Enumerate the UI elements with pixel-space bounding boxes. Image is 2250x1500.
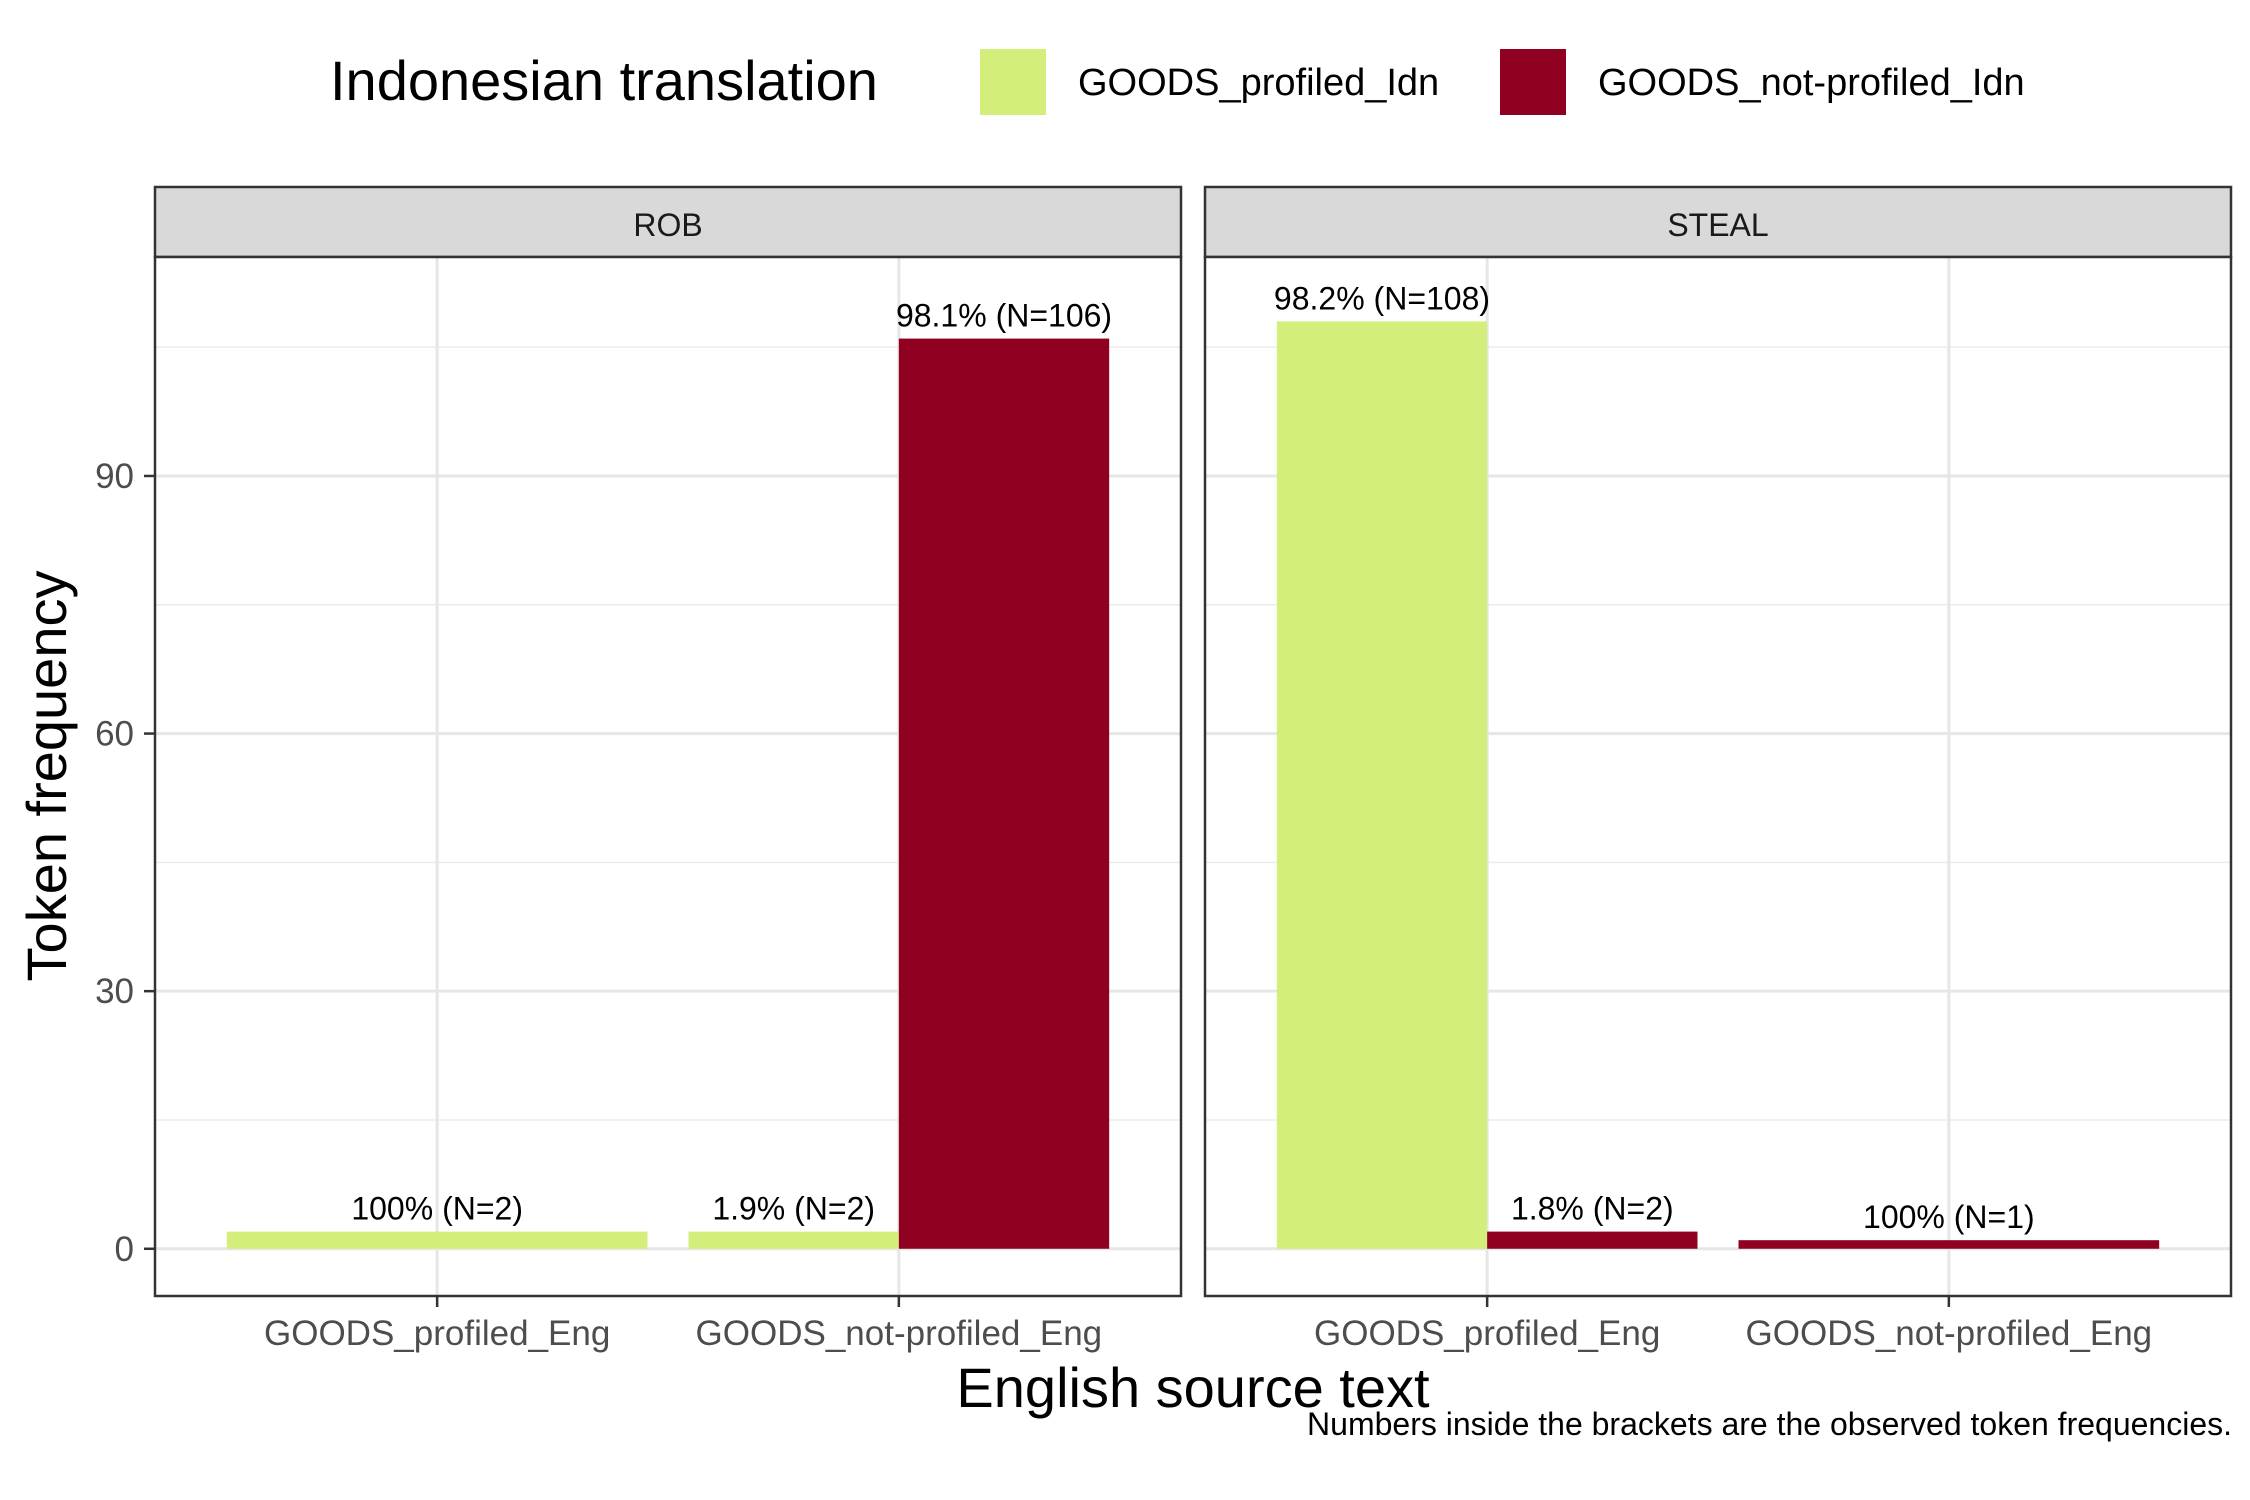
caption: Numbers inside the brackets are the obse… bbox=[1307, 1406, 2232, 1442]
y-axis-title: Token frequency bbox=[15, 571, 78, 982]
y-tick-label: 30 bbox=[95, 972, 134, 1011]
x-tick-label: GOODS_profiled_Eng bbox=[264, 1314, 610, 1353]
x-tick-label: GOODS_not-profiled_Eng bbox=[1746, 1314, 2153, 1353]
x-axis-rob: GOODS_profiled_Eng GOODS_not-profiled_Eng bbox=[264, 1296, 1102, 1353]
panel-border-steal bbox=[1203, 255, 2233, 1298]
facet-steal: STEAL 98.2% (N=108)1.8% (N=2) 100% (N=1) … bbox=[1203, 185, 2233, 1353]
bar-label: 100% (N=2) bbox=[351, 1191, 523, 1227]
bar-label: 1.9% (N=2) bbox=[712, 1191, 875, 1227]
bar-goods-not-profiled-idn bbox=[1487, 1231, 1698, 1249]
x-axis-steal: GOODS_profiled_Eng GOODS_not-profiled_Eng bbox=[1314, 1296, 2152, 1353]
facet-title-rob: ROB bbox=[633, 207, 702, 243]
bar-goods-not-profiled-idn bbox=[898, 338, 1110, 1249]
panel-border-rob bbox=[153, 255, 1183, 1298]
facet-rob: ROB 100% (N=2) 1.9% (N=2) 98.1% (N=106) GO… bbox=[153, 185, 1183, 1353]
bar-label: 98.1% (N=106) bbox=[896, 298, 1112, 334]
facet-title-steal: STEAL bbox=[1667, 207, 1768, 243]
bar-labels-steal: 98.2% (N=108) 1.8% (N=2) 100% (N=1) bbox=[1274, 280, 2035, 1235]
legend-key-goods-profiled-idn bbox=[980, 49, 1046, 115]
bars-rob bbox=[226, 338, 1110, 1249]
legend-label-goods-profiled-idn: GOODS_profiled_Idn bbox=[1078, 62, 1439, 104]
bar-label: 100% (N=1) bbox=[1863, 1199, 2035, 1235]
bar-goods-profiled-idn bbox=[1276, 321, 1488, 1249]
bars-steal bbox=[1276, 321, 2160, 1249]
legend-title: Indonesian translation bbox=[330, 49, 878, 112]
facet-strip-rob bbox=[153, 185, 1183, 259]
legend-key-goods-not-profiled-idn bbox=[1500, 49, 1566, 115]
y-tick-label: 90 bbox=[95, 457, 134, 496]
bar-goods-profiled-idn bbox=[226, 1231, 648, 1249]
x-axis-title: English source text bbox=[956, 1356, 1430, 1419]
bar-goods-profiled-idn bbox=[688, 1231, 899, 1249]
y-tick-label: 60 bbox=[95, 715, 134, 754]
bar-label: 98.2% (N=108) bbox=[1274, 280, 1490, 316]
y-axis: 0 30 60 90 bbox=[95, 457, 155, 1269]
legend: Indonesian translation GOODS_profiled_Id… bbox=[330, 49, 2025, 115]
y-tick-label: 0 bbox=[115, 1230, 134, 1269]
legend-label-goods-not-profiled-idn: GOODS_not-profiled_Idn bbox=[1598, 62, 2025, 104]
x-tick-label: GOODS_not-profiled_Eng bbox=[696, 1314, 1103, 1353]
bar-label: 1.8% (N=2) bbox=[1511, 1191, 1674, 1227]
bar-goods-not-profiled-idn bbox=[1738, 1240, 2160, 1249]
facet-strip-steal bbox=[1203, 185, 2233, 259]
x-tick-label: GOODS_profiled_Eng bbox=[1314, 1314, 1660, 1353]
bar-labels-rob: 100% (N=2) 1.9% (N=2) 98.1% (N=106) bbox=[351, 298, 1112, 1227]
